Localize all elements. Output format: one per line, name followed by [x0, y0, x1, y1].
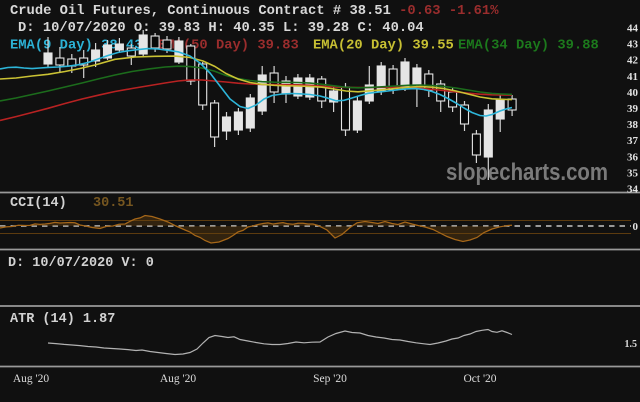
svg-text:ATR (14) 1.87: ATR (14) 1.87: [10, 312, 115, 327]
svg-text:D: 10/07/2020 O: 39.83 H: 40.3: D: 10/07/2020 O: 39.83 H: 40.35 L: 39.28…: [18, 20, 424, 36]
svg-text:1.5: 1.5: [625, 339, 638, 350]
svg-text:37: 37: [627, 135, 639, 147]
svg-text:30.51: 30.51: [93, 196, 134, 211]
svg-text:Sep '20: Sep '20: [313, 373, 347, 385]
svg-text:36: 36: [627, 151, 639, 163]
svg-text:EMA(34 Day) 39.88: EMA(34 Day) 39.88: [458, 38, 599, 54]
svg-text:41: 41: [627, 71, 638, 83]
svg-text:34: 34: [627, 184, 639, 196]
svg-text:slopecharts.com: slopecharts.com: [446, 159, 608, 186]
svg-text:39: 39: [627, 103, 639, 115]
svg-text:Oct '20: Oct '20: [463, 373, 496, 385]
svg-text:43: 43: [627, 39, 639, 51]
svg-text:Aug '20: Aug '20: [13, 373, 50, 385]
svg-text:EMA(20 Day) 39.55: EMA(20 Day) 39.55: [313, 38, 454, 54]
svg-text:40: 40: [627, 87, 639, 99]
svg-text:42: 42: [627, 55, 639, 67]
svg-text:38: 38: [627, 119, 639, 131]
svg-text:0: 0: [633, 221, 639, 233]
svg-text:Aug '20: Aug '20: [160, 373, 197, 385]
svg-text:CCI(14): CCI(14): [10, 196, 67, 211]
svg-text:44: 44: [627, 23, 639, 35]
svg-text:D: 10/07/2020 V: 0: D: 10/07/2020 V: 0: [8, 256, 154, 271]
svg-text:Crude Oil Futures, Continuous: Crude Oil Futures, Continuous Contract #…: [10, 3, 499, 19]
svg-text:35: 35: [627, 167, 639, 179]
